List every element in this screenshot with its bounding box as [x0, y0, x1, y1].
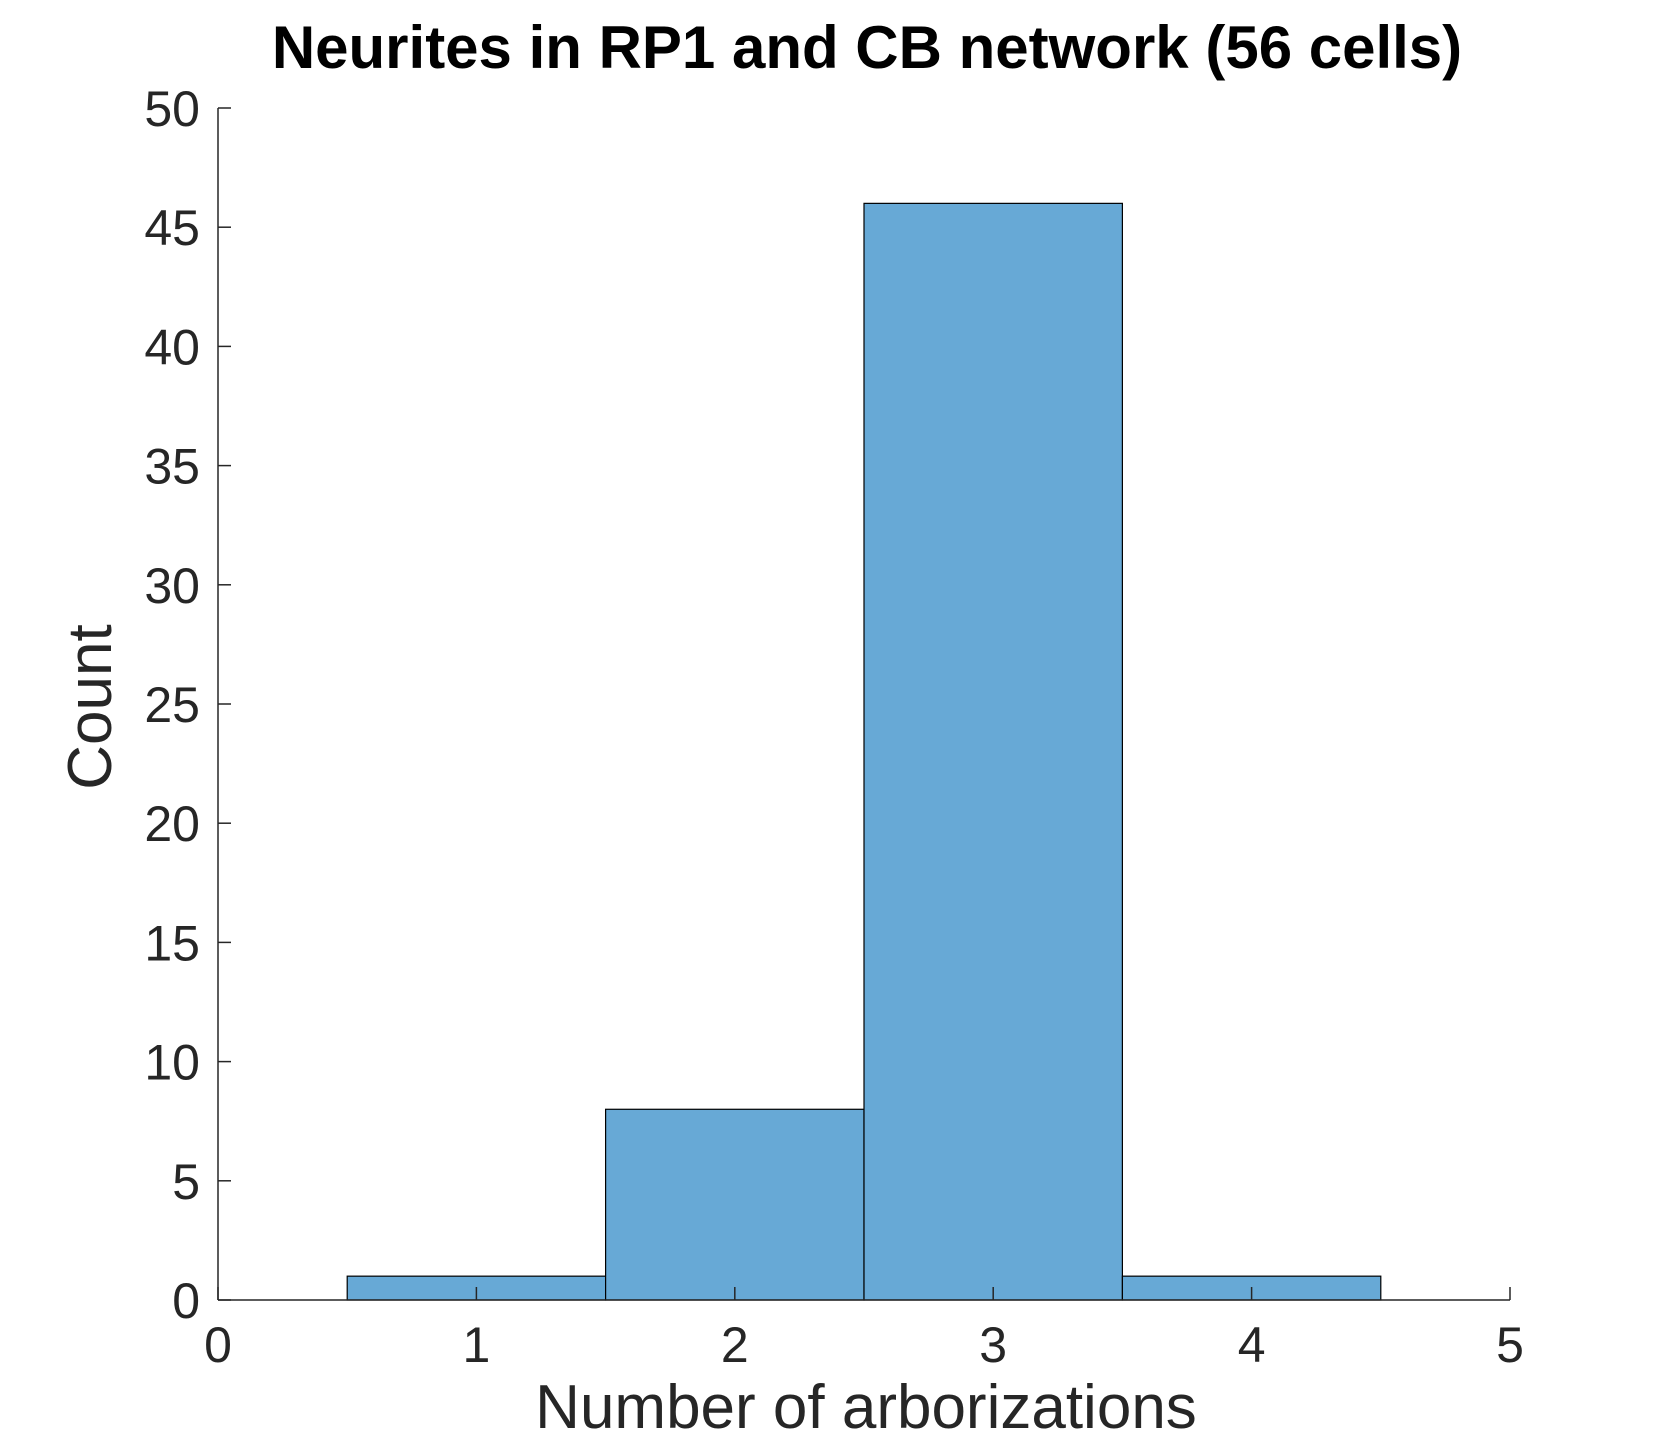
- histogram-bar-3: [863, 202, 1123, 1301]
- x-tick-label-3: 3: [979, 1317, 1007, 1373]
- y-tick-label-25: 25: [144, 677, 200, 733]
- histogram-bar-2: [604, 1108, 865, 1301]
- bars-layer: [346, 202, 1382, 1301]
- x-tick-label-4: 4: [1238, 1317, 1266, 1373]
- y-tick-label-15: 15: [144, 915, 200, 971]
- y-tick-label-35: 35: [144, 439, 200, 495]
- y-tick-label-20: 20: [144, 796, 200, 852]
- y-tick-label-0: 0: [172, 1273, 200, 1329]
- chart-title: Neurites in RP1 and CB network (56 cells…: [272, 14, 1462, 81]
- y-tick-label-10: 10: [144, 1035, 200, 1091]
- x-tick-label-2: 2: [721, 1317, 749, 1373]
- y-tick-label-30: 30: [144, 558, 200, 614]
- y-tick-label-5: 5: [172, 1154, 200, 1210]
- x-tick-label-5: 5: [1496, 1317, 1524, 1373]
- y-tick-label-45: 45: [144, 200, 200, 256]
- y-axis-label: Count: [56, 624, 125, 789]
- x-tick-label-0: 0: [204, 1317, 232, 1373]
- y-tick-label-50: 50: [144, 81, 200, 137]
- x-axis-label: Number of arborizations: [535, 1373, 1197, 1442]
- y-tick-label-40: 40: [144, 319, 200, 375]
- x-tick-label-1: 1: [462, 1317, 490, 1373]
